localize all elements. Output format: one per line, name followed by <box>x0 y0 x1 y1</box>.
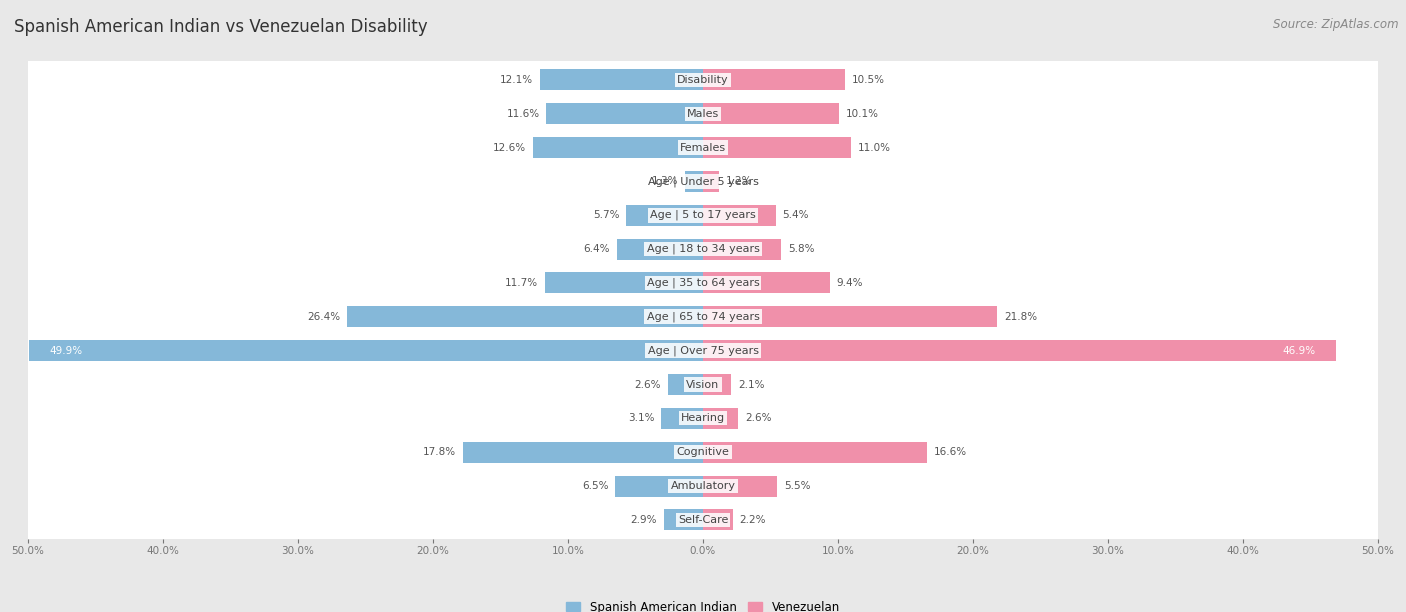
Text: Hearing: Hearing <box>681 413 725 424</box>
Bar <box>616 476 703 496</box>
Text: Age | 18 to 34 years: Age | 18 to 34 years <box>647 244 759 255</box>
FancyBboxPatch shape <box>24 189 1382 242</box>
Text: 5.4%: 5.4% <box>783 211 808 220</box>
Text: 10.1%: 10.1% <box>846 109 879 119</box>
Bar <box>617 239 703 259</box>
Bar <box>703 69 845 91</box>
Text: Source: ZipAtlas.com: Source: ZipAtlas.com <box>1274 18 1399 31</box>
FancyBboxPatch shape <box>24 392 1382 445</box>
Text: 16.6%: 16.6% <box>934 447 967 457</box>
Text: 5.8%: 5.8% <box>787 244 814 254</box>
Text: 5.5%: 5.5% <box>785 481 810 491</box>
Text: 1.2%: 1.2% <box>725 176 752 187</box>
Bar <box>703 374 731 395</box>
Text: 2.6%: 2.6% <box>634 379 661 389</box>
Text: 21.8%: 21.8% <box>1004 312 1038 322</box>
Bar <box>546 272 703 293</box>
FancyBboxPatch shape <box>24 223 1382 275</box>
Text: 11.7%: 11.7% <box>505 278 538 288</box>
Bar <box>703 137 852 158</box>
Text: Self-Care: Self-Care <box>678 515 728 525</box>
Bar <box>703 171 720 192</box>
Text: 12.1%: 12.1% <box>499 75 533 85</box>
Text: Age | Over 75 years: Age | Over 75 years <box>648 345 758 356</box>
Bar <box>540 69 703 91</box>
Text: Cognitive: Cognitive <box>676 447 730 457</box>
Bar <box>547 103 703 124</box>
Text: 11.6%: 11.6% <box>506 109 540 119</box>
Bar <box>347 307 703 327</box>
Text: 2.1%: 2.1% <box>738 379 765 389</box>
Text: 12.6%: 12.6% <box>494 143 526 152</box>
Bar <box>703 239 782 259</box>
Text: 6.5%: 6.5% <box>582 481 609 491</box>
FancyBboxPatch shape <box>24 324 1382 377</box>
Bar <box>703 340 1336 361</box>
Text: Age | 5 to 17 years: Age | 5 to 17 years <box>650 210 756 220</box>
FancyBboxPatch shape <box>24 426 1382 479</box>
Bar <box>626 205 703 226</box>
Text: 26.4%: 26.4% <box>307 312 340 322</box>
Text: Age | 35 to 64 years: Age | 35 to 64 years <box>647 278 759 288</box>
FancyBboxPatch shape <box>24 460 1382 512</box>
FancyBboxPatch shape <box>24 256 1382 309</box>
FancyBboxPatch shape <box>24 155 1382 208</box>
FancyBboxPatch shape <box>24 291 1382 343</box>
Text: 2.2%: 2.2% <box>740 515 766 525</box>
Bar <box>703 272 830 293</box>
Text: 17.8%: 17.8% <box>423 447 456 457</box>
Text: 3.1%: 3.1% <box>628 413 654 424</box>
Text: 46.9%: 46.9% <box>1282 346 1316 356</box>
Text: 6.4%: 6.4% <box>583 244 610 254</box>
Bar <box>30 340 703 361</box>
FancyBboxPatch shape <box>24 121 1382 174</box>
Bar <box>703 205 776 226</box>
Bar <box>703 408 738 429</box>
FancyBboxPatch shape <box>24 358 1382 411</box>
Bar <box>533 137 703 158</box>
Text: Ambulatory: Ambulatory <box>671 481 735 491</box>
Bar <box>463 442 703 463</box>
Text: Spanish American Indian vs Venezuelan Disability: Spanish American Indian vs Venezuelan Di… <box>14 18 427 36</box>
FancyBboxPatch shape <box>24 88 1382 140</box>
Text: 49.9%: 49.9% <box>49 346 83 356</box>
Text: Females: Females <box>681 143 725 152</box>
Text: Age | 65 to 74 years: Age | 65 to 74 years <box>647 312 759 322</box>
Text: Vision: Vision <box>686 379 720 389</box>
Bar <box>703 442 927 463</box>
Text: 1.3%: 1.3% <box>652 176 679 187</box>
FancyBboxPatch shape <box>24 493 1382 547</box>
Bar <box>703 509 733 531</box>
Text: Age | Under 5 years: Age | Under 5 years <box>648 176 758 187</box>
Text: 2.9%: 2.9% <box>631 515 657 525</box>
FancyBboxPatch shape <box>24 53 1382 106</box>
Text: 9.4%: 9.4% <box>837 278 863 288</box>
Legend: Spanish American Indian, Venezuelan: Spanish American Indian, Venezuelan <box>561 596 845 612</box>
Bar <box>661 408 703 429</box>
Text: 11.0%: 11.0% <box>858 143 891 152</box>
Text: Males: Males <box>688 109 718 119</box>
Text: 10.5%: 10.5% <box>852 75 884 85</box>
Text: 5.7%: 5.7% <box>593 211 619 220</box>
Text: Disability: Disability <box>678 75 728 85</box>
Text: 2.6%: 2.6% <box>745 413 772 424</box>
Bar <box>703 476 778 496</box>
Bar <box>664 509 703 531</box>
Bar <box>703 307 997 327</box>
Bar <box>686 171 703 192</box>
Bar <box>703 103 839 124</box>
Bar <box>668 374 703 395</box>
